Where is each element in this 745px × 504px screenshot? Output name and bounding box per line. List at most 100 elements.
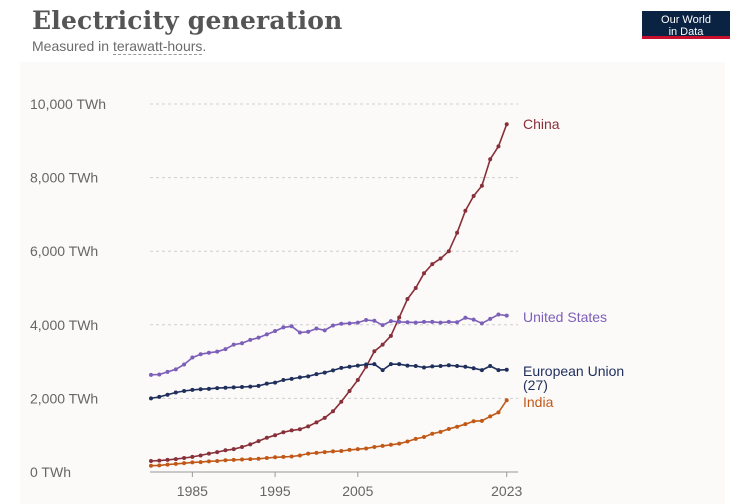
data-point	[289, 324, 294, 329]
unit-link[interactable]: terawatt-hours	[112, 38, 203, 55]
data-point	[289, 454, 294, 459]
subtitle-suffix: .	[202, 38, 207, 54]
data-point	[281, 378, 286, 382]
data-point	[157, 458, 162, 463]
chart-subtitle: Measured in terawatt-hours.	[32, 38, 207, 55]
data-point	[206, 350, 211, 355]
data-point	[297, 375, 302, 380]
data-point	[463, 208, 468, 213]
data-point	[322, 450, 327, 455]
data-point	[388, 442, 393, 447]
data-point	[264, 456, 269, 461]
data-point	[463, 315, 468, 320]
data-point	[149, 396, 153, 401]
data-point	[173, 461, 178, 466]
data-point	[223, 448, 228, 453]
data-point	[157, 394, 162, 399]
data-point	[231, 457, 236, 462]
data-point	[240, 444, 244, 449]
data-point	[446, 249, 451, 254]
series-line	[150, 123, 508, 462]
data-point	[397, 441, 402, 446]
series-label-line: China	[523, 116, 560, 132]
data-point	[206, 386, 211, 391]
data-point	[149, 372, 153, 377]
data-point	[380, 368, 385, 373]
data-point	[430, 431, 435, 436]
data-point	[256, 439, 261, 444]
data-point	[372, 444, 377, 449]
data-point	[314, 420, 319, 425]
data-point	[331, 449, 335, 454]
data-point	[430, 364, 435, 369]
data-point	[364, 362, 369, 367]
logo-line-1: Our World	[661, 14, 711, 26]
data-point	[281, 325, 286, 330]
data-point	[231, 447, 236, 452]
data-point	[173, 390, 178, 395]
series-line	[150, 363, 507, 400]
data-point	[149, 458, 153, 463]
data-point	[438, 364, 443, 369]
data-point	[149, 463, 153, 468]
data-point	[157, 463, 162, 468]
data-point	[273, 329, 278, 334]
data-point	[240, 457, 244, 462]
data-point	[206, 459, 211, 464]
data-point	[322, 328, 327, 333]
logo-line-2: in Data	[668, 26, 704, 38]
data-point	[355, 363, 360, 368]
y-tick-label: 6,000 TWh	[30, 243, 98, 259]
data-point	[372, 349, 377, 354]
data-point	[339, 365, 344, 370]
data-point	[446, 363, 451, 368]
data-point	[206, 451, 211, 456]
data-point	[314, 372, 319, 377]
data-point	[190, 460, 195, 465]
data-point	[413, 286, 418, 290]
data-point	[397, 315, 402, 320]
data-point	[306, 329, 311, 334]
series-label-line: (27)	[523, 377, 548, 393]
data-point	[165, 369, 170, 374]
data-point	[438, 429, 443, 434]
series-label-line: India	[523, 394, 554, 410]
data-point	[339, 449, 344, 454]
data-point	[264, 332, 269, 337]
data-point	[281, 454, 286, 459]
data-point	[256, 335, 261, 340]
y-tick-label: 2,000 TWh	[30, 390, 98, 406]
data-point	[422, 319, 426, 324]
data-point	[215, 386, 220, 391]
data-point	[488, 364, 493, 369]
owid-logo[interactable]: Our World in Data	[642, 11, 730, 39]
data-point	[223, 347, 228, 352]
series-label: United States	[523, 309, 607, 325]
subtitle-prefix: Measured in	[32, 38, 113, 54]
data-point	[223, 458, 228, 463]
data-point	[372, 318, 377, 323]
data-point	[405, 297, 410, 302]
data-point	[190, 355, 195, 360]
data-point	[264, 435, 269, 440]
data-point	[198, 460, 203, 465]
data-point	[504, 313, 509, 318]
data-point	[388, 333, 393, 338]
data-point	[306, 374, 311, 379]
data-point	[405, 320, 410, 325]
data-point	[248, 457, 253, 462]
data-point	[471, 366, 476, 371]
y-tick-label: 0 TWh	[30, 464, 71, 480]
data-point	[281, 430, 286, 435]
data-point	[273, 380, 278, 385]
data-point	[397, 319, 402, 324]
chart-title: Electricity generation	[32, 6, 343, 35]
data-point	[182, 456, 187, 461]
data-point	[463, 422, 468, 427]
data-point	[173, 457, 178, 462]
data-point	[496, 410, 501, 415]
series-label-line: European Union	[523, 363, 624, 379]
data-point	[405, 439, 410, 444]
data-point	[347, 389, 352, 394]
